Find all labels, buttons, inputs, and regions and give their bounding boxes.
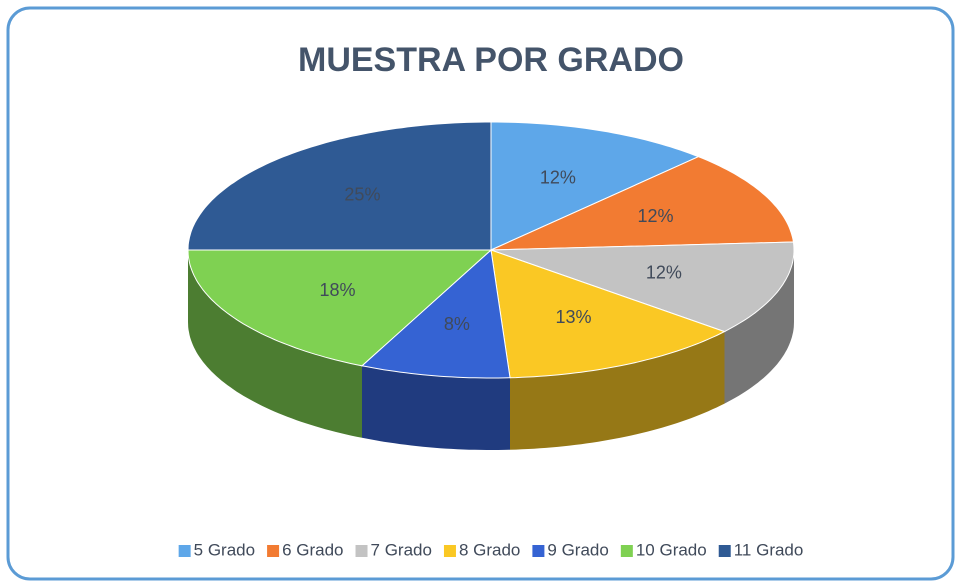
legend-label: 11 Grado (734, 540, 804, 559)
data-label: 8% (444, 314, 470, 334)
data-label: 25% (344, 184, 380, 204)
legend-label: 6 Grado (282, 540, 343, 559)
slice (490, 156, 794, 251)
slice (187, 121, 492, 251)
slice-side (188, 250, 362, 438)
legend-swatch (178, 545, 191, 557)
legend-label: 5 Grado (194, 540, 255, 559)
data-label: 12% (646, 262, 682, 282)
legend-swatch (620, 545, 633, 557)
legend-swatch (532, 545, 545, 557)
slice-side (362, 365, 510, 450)
chart-title: MUESTRA POR GRADO (298, 41, 684, 79)
legend: 5 Grado 6 Grado 7 Grado 8 Grado 9 Grado 10 Gr… (178, 540, 804, 559)
slice (187, 249, 493, 367)
slice (360, 249, 511, 379)
data-label: 18% (319, 280, 355, 300)
legend-swatch (443, 545, 456, 557)
data-label: 13% (556, 307, 592, 327)
legend-swatch (355, 545, 368, 557)
legend-label: 10 Grado (636, 540, 707, 559)
legend-swatch (718, 545, 731, 557)
legend-label: 8 Grado (459, 540, 520, 559)
data-label: 12% (637, 206, 673, 226)
data-label: 12% (540, 167, 576, 187)
legend-label: 7 Grado (371, 540, 432, 559)
slice (490, 241, 795, 333)
legend-swatch (267, 545, 280, 557)
slice (490, 249, 726, 379)
legend-label: 9 Grado (547, 540, 608, 559)
slice-side (724, 250, 794, 404)
slice-side (510, 331, 725, 450)
slice (490, 121, 700, 251)
